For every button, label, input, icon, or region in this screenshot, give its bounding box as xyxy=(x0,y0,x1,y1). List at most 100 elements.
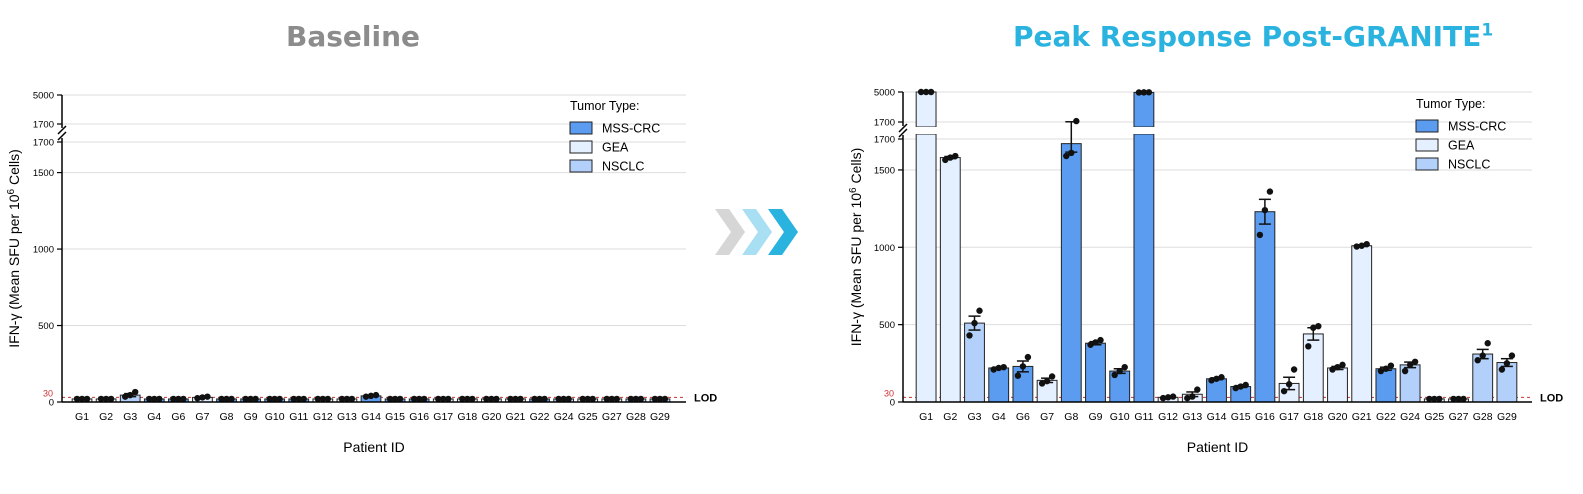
data-point xyxy=(1213,375,1220,382)
y-tick-label: 1000 xyxy=(874,243,895,254)
legend-label: MSS-CRC xyxy=(1448,120,1506,134)
data-point xyxy=(632,395,640,403)
y-axis-title-tail: Cells) xyxy=(848,148,864,188)
transition-arrows xyxy=(715,209,798,255)
data-point xyxy=(1189,393,1196,400)
y-tick-label: 0 xyxy=(890,398,895,409)
data-point xyxy=(276,395,283,403)
data-point xyxy=(1111,371,1118,379)
data-point xyxy=(1019,363,1027,370)
data-point xyxy=(1508,352,1516,359)
data-point xyxy=(102,395,110,403)
x-tick-label: G10 xyxy=(265,411,285,423)
data-point xyxy=(995,364,1002,372)
data-point xyxy=(1232,384,1239,392)
data-point xyxy=(1436,395,1443,403)
x-tick-label: G9 xyxy=(244,411,258,423)
data-point xyxy=(367,392,375,400)
y-axis-title-tail: Cells) xyxy=(6,149,22,189)
data-point xyxy=(942,156,949,164)
y-tick-label: 1700 xyxy=(33,138,54,149)
lod-tick-label: 30 xyxy=(43,388,53,398)
x-tick-label: G29 xyxy=(650,411,670,423)
y-tick-label: 1500 xyxy=(874,165,895,176)
data-point xyxy=(1184,394,1191,402)
data-point xyxy=(175,395,182,403)
y-tick-label: 5000 xyxy=(874,88,895,99)
x-tick-label: G13 xyxy=(337,411,357,423)
data-point xyxy=(266,395,273,403)
x-axis-title: Patient ID xyxy=(343,439,404,455)
data-point xyxy=(459,395,466,403)
data-point xyxy=(396,395,404,403)
data-point xyxy=(440,395,447,403)
data-point xyxy=(435,395,442,403)
legend-title: Tumor Type: xyxy=(1416,97,1485,111)
y-axis-title-superscript: 6 xyxy=(848,187,859,193)
x-tick-label: G9 xyxy=(1088,411,1102,423)
data-point xyxy=(517,395,524,403)
data-point xyxy=(488,395,495,403)
data-point xyxy=(247,395,254,403)
data-point xyxy=(271,395,278,403)
data-point xyxy=(971,319,978,327)
bar xyxy=(1327,367,1348,403)
data-point xyxy=(536,395,543,403)
y-tick-label: 1000 xyxy=(33,245,54,256)
legend-label: NSCLC xyxy=(1448,158,1490,172)
data-point xyxy=(1159,394,1167,402)
data-point xyxy=(1353,243,1360,250)
x-tick-label: G27 xyxy=(1449,411,1469,423)
bar xyxy=(1085,342,1106,403)
data-point xyxy=(1334,363,1341,371)
x-tick-label: G29 xyxy=(1497,411,1517,423)
arrow-blue-icon xyxy=(768,209,798,255)
x-tick-label: G14 xyxy=(361,411,381,423)
data-point xyxy=(295,395,302,403)
bar xyxy=(915,133,937,403)
data-point xyxy=(228,395,235,403)
data-point xyxy=(483,395,490,403)
data-point xyxy=(204,393,211,400)
x-tick-label: G20 xyxy=(1328,411,1348,423)
x-tick-label: G4 xyxy=(147,411,161,423)
bar-upper xyxy=(915,91,937,128)
axis-break-mark xyxy=(57,125,67,135)
data-point xyxy=(107,395,115,403)
data-point xyxy=(1358,242,1365,249)
x-tick-label: G22 xyxy=(1376,411,1396,423)
data-point xyxy=(343,395,351,403)
x-tick-label: G1 xyxy=(75,411,89,423)
x-tick-label: G16 xyxy=(1255,411,1275,423)
data-point xyxy=(464,395,471,403)
data-point xyxy=(252,395,259,403)
legend-swatch xyxy=(1415,157,1439,171)
y-tick-label: 500 xyxy=(879,320,895,331)
y-tick-label: 0 xyxy=(49,398,54,409)
data-point xyxy=(338,395,346,403)
x-tick-label: G8 xyxy=(220,411,234,423)
data-point xyxy=(541,395,548,403)
data-point xyxy=(1242,381,1249,389)
data-point xyxy=(1460,395,1467,403)
data-point xyxy=(218,395,225,403)
legend-swatch xyxy=(569,159,593,173)
legend-label: GEA xyxy=(1448,139,1475,153)
x-tick-label: G6 xyxy=(171,411,185,423)
data-point xyxy=(1087,341,1094,348)
legend-swatch xyxy=(1415,138,1439,152)
data-point xyxy=(1208,377,1215,384)
arrow-light-gray-icon xyxy=(715,209,745,255)
peak-response-chart: LOD 30 G1 G2 G3 G4 G6 G7 G8 G9 G10 G11 G12 G13 G14 G15 G… xyxy=(848,88,1563,456)
data-point xyxy=(242,395,249,403)
x-tick-label: G25 xyxy=(1424,411,1444,423)
data-point xyxy=(1498,366,1506,373)
bar xyxy=(1375,368,1397,403)
data-point xyxy=(1431,395,1438,403)
y-axis-title: IFN-γ (Mean SFU per 106 Cells) xyxy=(848,148,864,347)
x-tick-label: G15 xyxy=(385,411,405,423)
data-point xyxy=(1450,395,1457,403)
peak-response-title-superscript: 1 xyxy=(1481,20,1494,41)
data-point xyxy=(613,395,620,403)
